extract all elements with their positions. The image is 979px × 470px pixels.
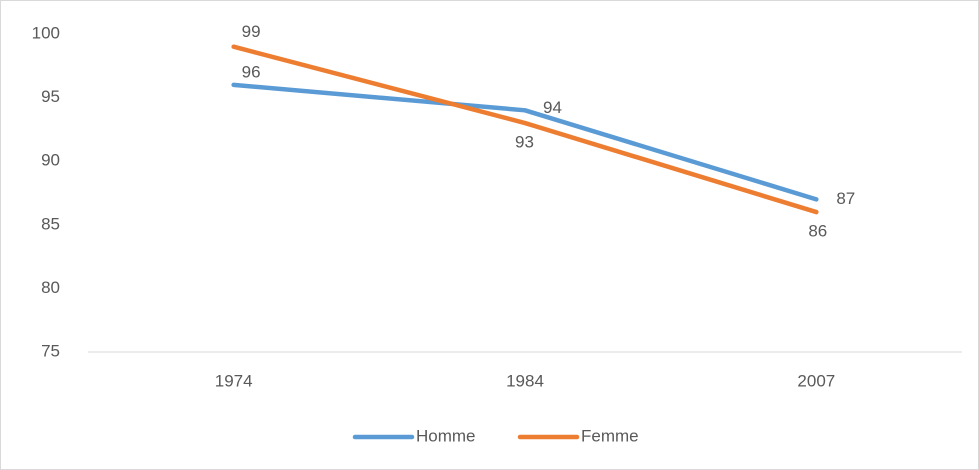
data-label: 99	[242, 22, 261, 41]
x-tick-label: 1974	[215, 371, 253, 390]
data-label: 94	[543, 98, 562, 117]
x-tick-label: 1984	[506, 371, 544, 390]
data-label: 86	[808, 222, 827, 241]
legend-label: Femme	[581, 426, 639, 445]
series-line	[231, 44, 819, 215]
y-tick-label: 85	[41, 214, 60, 233]
y-tick-label: 100	[32, 23, 60, 42]
x-tick-label: 2007	[797, 371, 835, 390]
series-line	[231, 82, 819, 202]
data-label: 96	[242, 62, 261, 81]
y-tick-label: 75	[41, 341, 60, 360]
y-tick-label: 80	[41, 278, 60, 297]
data-label: 87	[836, 189, 855, 208]
y-tick-label: 95	[41, 87, 60, 106]
legend-label: Homme	[416, 426, 476, 445]
data-label: 93	[515, 133, 534, 152]
y-tick-label: 90	[41, 151, 60, 170]
